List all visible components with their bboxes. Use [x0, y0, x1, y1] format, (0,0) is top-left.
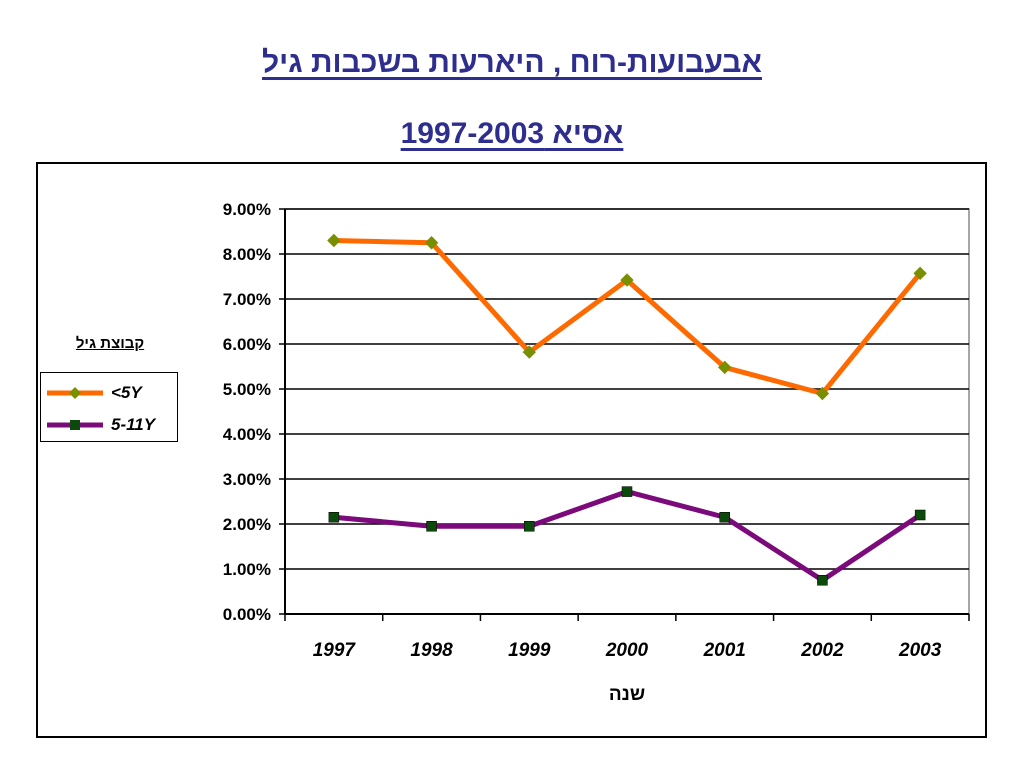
- x-axis-title: שנה: [609, 684, 645, 705]
- series-2-point-1998: [426, 521, 437, 532]
- y-tick-label-0: 0.00%: [223, 605, 271, 624]
- x-tick-label-1997: 1997: [313, 640, 357, 661]
- y-tick-label-3: 3.00%: [223, 470, 271, 489]
- y-tick-label-6: 6.00%: [223, 335, 271, 354]
- legend-swatch-series-2: [47, 420, 103, 430]
- chart-title-line1: אבעבועות-רוח , היארעות בשכבות גיל: [262, 46, 762, 79]
- series-1-point-2000: [620, 273, 634, 287]
- x-tick-label-2000: 2000: [605, 640, 649, 661]
- legend-label-series-1: <5Y: [111, 383, 142, 402]
- y-tick-label-4: 4.00%: [223, 425, 271, 444]
- series-1-point-1999: [522, 345, 536, 359]
- x-tick-label-1998: 1998: [410, 640, 453, 661]
- series-1-point-1998: [424, 236, 439, 250]
- legend-item-series-1: <5Y: [45, 381, 175, 405]
- y-tick-label-2: 2.00%: [223, 515, 271, 534]
- chart-frame: [36, 162, 987, 738]
- legend-label-series-2: 5-11Y: [111, 415, 156, 434]
- series-line-2: [333, 489, 922, 583]
- x-tick-label-2002: 2002: [800, 640, 844, 661]
- x-tick-label-2003: 2003: [898, 640, 942, 661]
- y-tick-label-9: 9.00%: [223, 200, 271, 219]
- y-tick-label-8: 8.00%: [223, 245, 271, 264]
- series-1-point-2001: [718, 360, 732, 375]
- y-tick-label-5: 5.00%: [223, 380, 271, 399]
- series-2-point-2000: [621, 486, 633, 497]
- x-tick-label-1999: 1999: [508, 640, 551, 661]
- legend-item-series-2: 5-11Y: [45, 413, 175, 437]
- series-2-point-1997: [328, 512, 340, 523]
- series-2-point-1999: [524, 521, 535, 532]
- x-tick-label-2001: 2001: [703, 640, 746, 661]
- y-tick-label-1: 1.00%: [223, 560, 271, 579]
- chart-title-line2: אסיא 1997-2003: [400, 117, 624, 150]
- series-1-point-2002: [815, 386, 830, 401]
- legend-swatch-series-1: [47, 387, 103, 399]
- legend: <5Y 5-11Y: [40, 372, 178, 442]
- y-tick-label-7: 7.00%: [223, 290, 271, 309]
- series-2-point-2001: [719, 512, 730, 523]
- series-1-point-2003: [913, 266, 927, 281]
- series-2-point-2003: [914, 509, 926, 521]
- legend-title: קבוצת גיל: [75, 335, 145, 352]
- series-2-point-2002: [817, 575, 828, 586]
- series-line-1: [333, 238, 923, 396]
- series-1-point-1997: [327, 233, 341, 248]
